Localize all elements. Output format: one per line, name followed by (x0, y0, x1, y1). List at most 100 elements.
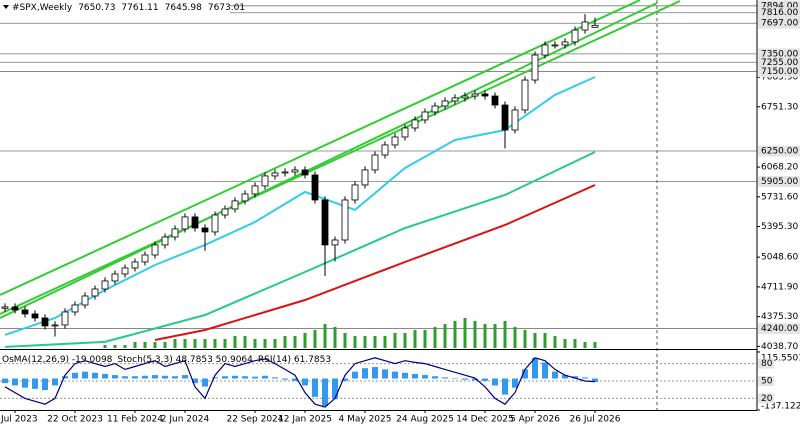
candle-body (101, 280, 109, 290)
indicator-plot (0, 357, 757, 408)
candle-body (321, 199, 329, 246)
header-value: 7761.11 (121, 3, 158, 13)
osma-bar (112, 375, 118, 379)
candle-body (511, 109, 519, 131)
osma-bar (242, 376, 248, 379)
x-tick-label: 2 Jun 2024 (161, 415, 210, 425)
x-tick-label: 22 Oct 2023 (47, 415, 103, 425)
line-series (0, 0, 641, 296)
volume-bar (513, 327, 517, 348)
candle-body (521, 79, 529, 111)
header-value: 7650.73 (78, 3, 115, 13)
osma-bar (292, 378, 298, 381)
candle-body (341, 199, 349, 241)
candle-body (121, 267, 129, 275)
osma-bar (92, 372, 98, 379)
level-label: 7697.00 (761, 19, 798, 29)
candle-body (61, 311, 69, 326)
x-tick-label: 4 May 2025 (339, 415, 392, 425)
header-bg (0, 0, 230, 14)
volume-bar (243, 336, 247, 348)
osma-bar (172, 376, 178, 379)
volume-bar (153, 342, 157, 348)
price-plot (0, 0, 757, 348)
osma-bar (302, 378, 308, 386)
volume-bar (303, 333, 307, 348)
osma-bar (52, 378, 58, 386)
level-label: 7350.00 (761, 49, 798, 59)
candle-body (91, 288, 99, 297)
osma-bar (22, 378, 28, 388)
level-label: 4240.00 (761, 324, 798, 334)
dropdown-icon[interactable] (3, 5, 9, 9)
osma-bar (62, 376, 68, 379)
header-value: 7673.01 (208, 3, 245, 13)
volume-bar (463, 318, 467, 348)
x-tick-label: 12 Jan 2025 (278, 415, 332, 425)
candle-body (151, 244, 159, 256)
volume-bar (223, 339, 227, 348)
ind-level-label: 50 (761, 377, 773, 387)
osma-bar (462, 378, 468, 380)
volume-bar (523, 330, 527, 348)
level-label-box (758, 17, 800, 29)
level-label-box (758, 7, 800, 19)
indicator-name: RSI(14) 61.7853 (258, 355, 331, 365)
volume-bar (343, 333, 347, 348)
volume-bar (473, 321, 477, 348)
candle-body (441, 100, 449, 107)
candle-body (11, 306, 19, 311)
candle-body (541, 44, 549, 56)
volume-bar (543, 333, 547, 348)
y-tick-label: 5731.60 (761, 192, 798, 202)
volume-bar (103, 345, 107, 348)
volume-bar (433, 327, 437, 348)
volume-bar (123, 345, 127, 348)
candle-body (481, 93, 489, 97)
volume-bar (493, 324, 497, 348)
candle-body (471, 93, 479, 97)
level-label-box (758, 145, 800, 157)
candle-body (251, 185, 259, 195)
candle-body (491, 95, 499, 106)
osma-bar (132, 376, 138, 379)
level-label: 5905.00 (761, 177, 798, 187)
osma-bar (332, 378, 338, 400)
osma-bar (102, 373, 108, 379)
volume-bar (443, 324, 447, 348)
y-tick-label: 6751.30 (761, 102, 798, 112)
volume-bar (143, 342, 147, 348)
volume-bar (113, 345, 117, 348)
candle-body (141, 254, 149, 263)
osma-bar (2, 378, 8, 384)
candle-body (181, 216, 189, 230)
osma-bar (12, 378, 18, 386)
volume-bar (383, 336, 387, 348)
candle-body (111, 273, 119, 282)
candle-body (31, 313, 39, 319)
candle-body (431, 105, 439, 113)
osma-bar (362, 368, 368, 379)
osma-bar (392, 371, 398, 379)
osma-bar (272, 377, 278, 379)
volume-bar (403, 333, 407, 348)
volume-bar (353, 336, 357, 348)
osma-bar (402, 372, 408, 379)
osma-bar (572, 376, 578, 379)
osma-bar (582, 377, 588, 379)
candle-body (81, 295, 89, 306)
osma-bar (442, 377, 448, 379)
line-series (4, 151, 596, 348)
candle-body (391, 136, 399, 146)
candle-body (551, 44, 559, 47)
candle-body (231, 200, 239, 210)
candle-body (381, 144, 389, 156)
osma-bar (452, 378, 458, 379)
level-label: 7894.00 (761, 1, 798, 11)
osma-bar (322, 378, 328, 407)
osma-bar (542, 362, 548, 379)
volume-bar (583, 342, 587, 348)
candle-body (221, 208, 229, 216)
volume-bar (193, 339, 197, 348)
osma-bar (232, 375, 238, 379)
